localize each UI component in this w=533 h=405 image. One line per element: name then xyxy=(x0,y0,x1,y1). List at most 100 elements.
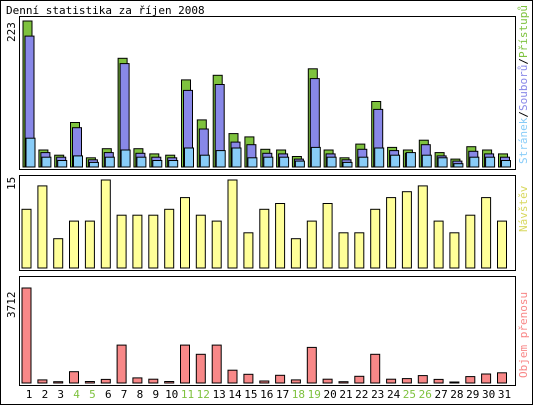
bar-transfer-day-22 xyxy=(354,375,365,384)
bar-transfer-day-6 xyxy=(100,378,111,384)
bar-lightblue-day-23 xyxy=(374,147,385,168)
bar-lightblue-day-18 xyxy=(294,160,305,168)
bar-lightblue-day-10 xyxy=(168,160,179,168)
panel-top-frame xyxy=(19,16,516,170)
bar-visits-day-5 xyxy=(84,220,95,269)
bar-visits-day-18 xyxy=(290,238,301,269)
bar-transfer-day-2 xyxy=(37,379,48,384)
bar-transfer-day-7 xyxy=(116,344,127,384)
bar-visits-day-17 xyxy=(275,203,286,269)
bar-lightblue-day-25 xyxy=(405,152,416,168)
bar-lightblue-day-31 xyxy=(501,160,511,168)
bar-lightblue-day-13 xyxy=(215,150,226,168)
x-tick-label-31: 31 xyxy=(498,388,511,401)
x-tick-label-16: 16 xyxy=(260,388,273,401)
x-tick-label-12: 12 xyxy=(197,388,210,401)
x-tick-label-1: 1 xyxy=(26,388,33,401)
bar-visits-day-21 xyxy=(338,232,349,269)
x-tick-label-14: 14 xyxy=(228,388,242,401)
bar-transfer-day-8 xyxy=(132,377,143,384)
bar-lightblue-day-15 xyxy=(247,157,258,168)
bar-transfer-day-25 xyxy=(401,378,412,384)
x-tick-label-26: 26 xyxy=(419,388,432,401)
chart-title: Denní statistika za říjen 2008 xyxy=(6,4,205,17)
bar-transfer-day-24 xyxy=(386,378,397,384)
legend-sep1: / xyxy=(517,111,530,118)
x-tick-label-9: 9 xyxy=(152,388,159,401)
bar-lightblue-day-7 xyxy=(120,149,131,168)
bar-visits-day-7 xyxy=(116,214,127,269)
bar-lightblue-day-14 xyxy=(231,147,242,168)
x-tick-label-13: 13 xyxy=(213,388,226,401)
x-tick-label-11: 11 xyxy=(181,388,194,401)
bar-lightblue-day-17 xyxy=(279,156,290,168)
top-panel-bars xyxy=(22,20,511,168)
bar-visits-day-8 xyxy=(132,214,143,269)
bar-visits-day-23 xyxy=(370,208,381,269)
bar-transfer-day-4 xyxy=(69,371,79,384)
bar-transfer-day-9 xyxy=(148,378,159,384)
middle-legend: Návštěv xyxy=(517,185,530,232)
bottom-panel-bars xyxy=(21,287,507,384)
bar-lightblue-day-20 xyxy=(326,156,337,168)
bar-lightblue-day-9 xyxy=(152,160,163,168)
bar-visits-day-30 xyxy=(481,197,492,269)
x-tick-label-20: 20 xyxy=(323,388,336,401)
bar-visits-day-11 xyxy=(180,197,190,269)
bar-transfer-day-17 xyxy=(275,374,286,384)
x-tick-label-28: 28 xyxy=(450,388,463,401)
legend-sep2: / xyxy=(517,58,530,65)
bar-lightblue-day-29 xyxy=(469,156,480,168)
bar-transfer-day-29 xyxy=(465,376,476,384)
bar-transfer-day-26 xyxy=(417,375,428,384)
panel-bottom-frame xyxy=(19,276,516,386)
bottom-legend: Objem přenosu xyxy=(517,292,530,378)
bar-lightblue-day-26 xyxy=(421,154,432,168)
bar-visits-day-25 xyxy=(401,191,412,269)
bar-transfer-day-27 xyxy=(433,378,444,384)
bar-visits-day-10 xyxy=(164,208,175,269)
bar-lightblue-day-2 xyxy=(41,156,52,168)
bar-lightblue-day-19 xyxy=(310,146,321,168)
x-tick-label-6: 6 xyxy=(105,388,112,401)
bar-visits-day-12 xyxy=(195,214,206,269)
x-tick-label-19: 19 xyxy=(308,388,321,401)
bar-lightblue-day-11 xyxy=(184,147,194,168)
bar-visits-day-24 xyxy=(386,197,397,269)
bar-transfer-day-12 xyxy=(195,353,206,384)
bar-transfer-day-18 xyxy=(290,379,301,384)
x-tick-label-27: 27 xyxy=(434,388,447,401)
bar-transfer-day-23 xyxy=(370,353,381,384)
bar-lightblue-day-22 xyxy=(358,156,369,168)
bar-visits-day-15 xyxy=(243,232,254,269)
bar-transfer-day-30 xyxy=(481,373,492,384)
bar-visits-day-29 xyxy=(465,214,476,269)
x-tick-label-18: 18 xyxy=(292,388,305,401)
bar-lightblue-day-21 xyxy=(342,161,353,168)
bar-transfer-day-21 xyxy=(338,381,349,384)
bar-lightblue-day-30 xyxy=(485,156,496,168)
legend-souboru: Souborů xyxy=(517,65,530,111)
bar-visits-day-31 xyxy=(497,220,507,269)
bottom-ymax-label: 3712 xyxy=(5,292,18,319)
legend-pristupu: Přístupů xyxy=(517,5,530,58)
x-tick-label-15: 15 xyxy=(244,388,257,401)
x-tick-label-3: 3 xyxy=(57,388,64,401)
top-legend: Stránek/Souborů/Přístupů xyxy=(517,5,530,164)
bar-visits-day-6 xyxy=(100,179,111,269)
x-tick-label-7: 7 xyxy=(121,388,128,401)
bar-lightblue-day-4 xyxy=(73,155,83,168)
bar-transfer-day-15 xyxy=(243,373,254,384)
bar-lightblue-day-3 xyxy=(57,160,68,168)
bar-transfer-day-11 xyxy=(180,344,190,384)
bar-visits-day-13 xyxy=(211,220,222,269)
x-tick-label-30: 30 xyxy=(482,388,495,401)
x-tick-label-29: 29 xyxy=(466,388,479,401)
bar-transfer-day-31 xyxy=(497,372,507,384)
x-tick-label-21: 21 xyxy=(339,388,352,401)
bar-lightblue-day-24 xyxy=(390,154,401,168)
bar-visits-day-20 xyxy=(322,203,333,269)
x-tick-label-22: 22 xyxy=(355,388,368,401)
